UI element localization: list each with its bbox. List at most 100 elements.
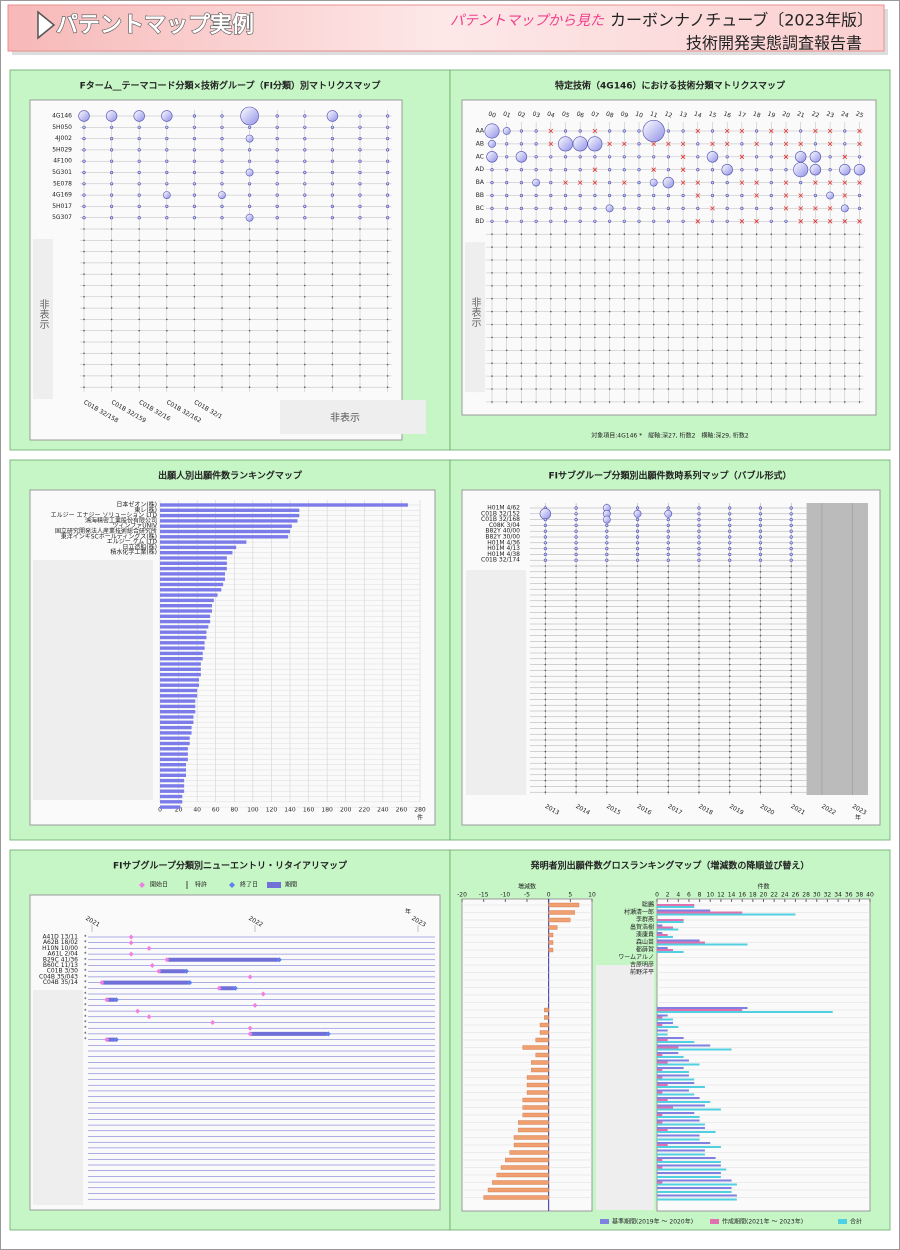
bubble — [622, 193, 626, 198]
bubble — [578, 219, 582, 223]
header — [7, 4, 885, 52]
cell-dot — [682, 362, 684, 365]
bubble — [275, 159, 279, 163]
cell-dot — [550, 362, 552, 365]
cell-dot — [606, 721, 608, 724]
bubble — [358, 125, 362, 129]
bubble — [728, 558, 732, 562]
cell-dot — [799, 362, 802, 365]
bubble — [488, 139, 496, 148]
cell-dot — [520, 401, 523, 403]
bubble — [784, 168, 788, 172]
bubble — [220, 148, 224, 152]
cell-dot — [564, 401, 567, 403]
change-bar — [522, 1045, 549, 1050]
bar — [160, 593, 218, 597]
change-bar — [492, 1180, 549, 1185]
cross-mark — [842, 193, 848, 198]
cell-dot — [491, 233, 493, 235]
bubble — [754, 129, 759, 133]
cross-mark — [739, 219, 745, 224]
cell-dot — [711, 388, 714, 390]
cell-dot — [759, 768, 762, 770]
end-mark — [276, 957, 282, 963]
panel-title: 出願人別出願件数ランキングマップ — [158, 470, 303, 482]
start-mark — [252, 1002, 258, 1008]
cross-mark — [548, 128, 554, 134]
bubble — [505, 155, 509, 159]
cell-dot — [606, 582, 608, 585]
change-bar — [539, 1030, 549, 1035]
cell-dot — [667, 704, 670, 706]
bubble — [303, 204, 307, 208]
cell-dot — [331, 386, 334, 389]
cell-dot — [728, 745, 731, 747]
bubble — [386, 159, 390, 163]
cell-dot — [544, 594, 547, 596]
cell-dot — [728, 576, 731, 579]
bubble — [828, 168, 832, 172]
bubble — [728, 512, 732, 516]
count-bar — [657, 1009, 743, 1011]
count-bar — [657, 1093, 695, 1096]
change-bar — [500, 1165, 549, 1170]
cell-dot — [636, 594, 639, 596]
cell-dot — [759, 727, 762, 730]
bubble — [605, 546, 609, 551]
bubble — [652, 206, 656, 210]
count-bar — [657, 1119, 700, 1122]
cell-dot — [110, 307, 113, 309]
bubble — [607, 181, 612, 185]
cell-dot — [544, 640, 547, 643]
cross-mark — [783, 154, 789, 160]
cell-dot — [697, 259, 699, 261]
cell-dot — [636, 669, 639, 672]
cross-mark — [798, 141, 803, 147]
cell-dot — [550, 323, 552, 326]
cell-dot — [550, 285, 552, 287]
panels: Fターム__テーマコード分類×技術グループ（FI分類）別マトリクスマップ 特定技術… — [9, 69, 891, 1231]
cell-dot — [606, 594, 608, 596]
cell-dot — [575, 623, 577, 625]
col-label: 25 — [855, 110, 865, 119]
x-tick-label: -20 — [457, 892, 467, 899]
bubble — [165, 216, 169, 220]
change-bar — [483, 1195, 549, 1200]
cell-dot — [623, 388, 626, 390]
cell-dot — [83, 250, 85, 253]
bubble — [754, 155, 759, 159]
row-label: C01B 32/152 — [481, 510, 520, 517]
count-bar — [657, 932, 663, 934]
count-bar — [657, 1153, 705, 1156]
bubble — [192, 182, 196, 186]
bar — [160, 662, 201, 666]
cell-dot — [667, 779, 670, 782]
cell-dot — [790, 658, 792, 660]
cell-dot — [606, 733, 608, 735]
col-label: 18 — [752, 110, 762, 119]
bubble — [794, 151, 807, 163]
bubble — [696, 168, 700, 172]
change-bar — [526, 1075, 549, 1080]
cell-dot — [728, 600, 731, 602]
cross-mark — [769, 128, 774, 134]
cell-dot — [858, 349, 861, 352]
bubble — [330, 193, 335, 197]
cell-dot — [594, 297, 596, 300]
cell-dot — [711, 259, 714, 261]
period-bar — [250, 1031, 329, 1036]
bubble — [109, 170, 114, 175]
bubble — [386, 125, 390, 129]
row-label: 5H029 — [52, 146, 72, 153]
bubble — [109, 204, 114, 208]
bubble — [637, 219, 641, 223]
bubble — [358, 182, 362, 186]
cell-dot — [790, 663, 792, 666]
cell-dot — [667, 692, 670, 695]
bubble — [549, 168, 553, 172]
bar — [160, 752, 188, 756]
bar-label: エルジー ケム LTD — [107, 539, 158, 546]
bubble — [505, 168, 509, 172]
cell-dot — [608, 259, 611, 261]
change-bar — [518, 1127, 549, 1133]
